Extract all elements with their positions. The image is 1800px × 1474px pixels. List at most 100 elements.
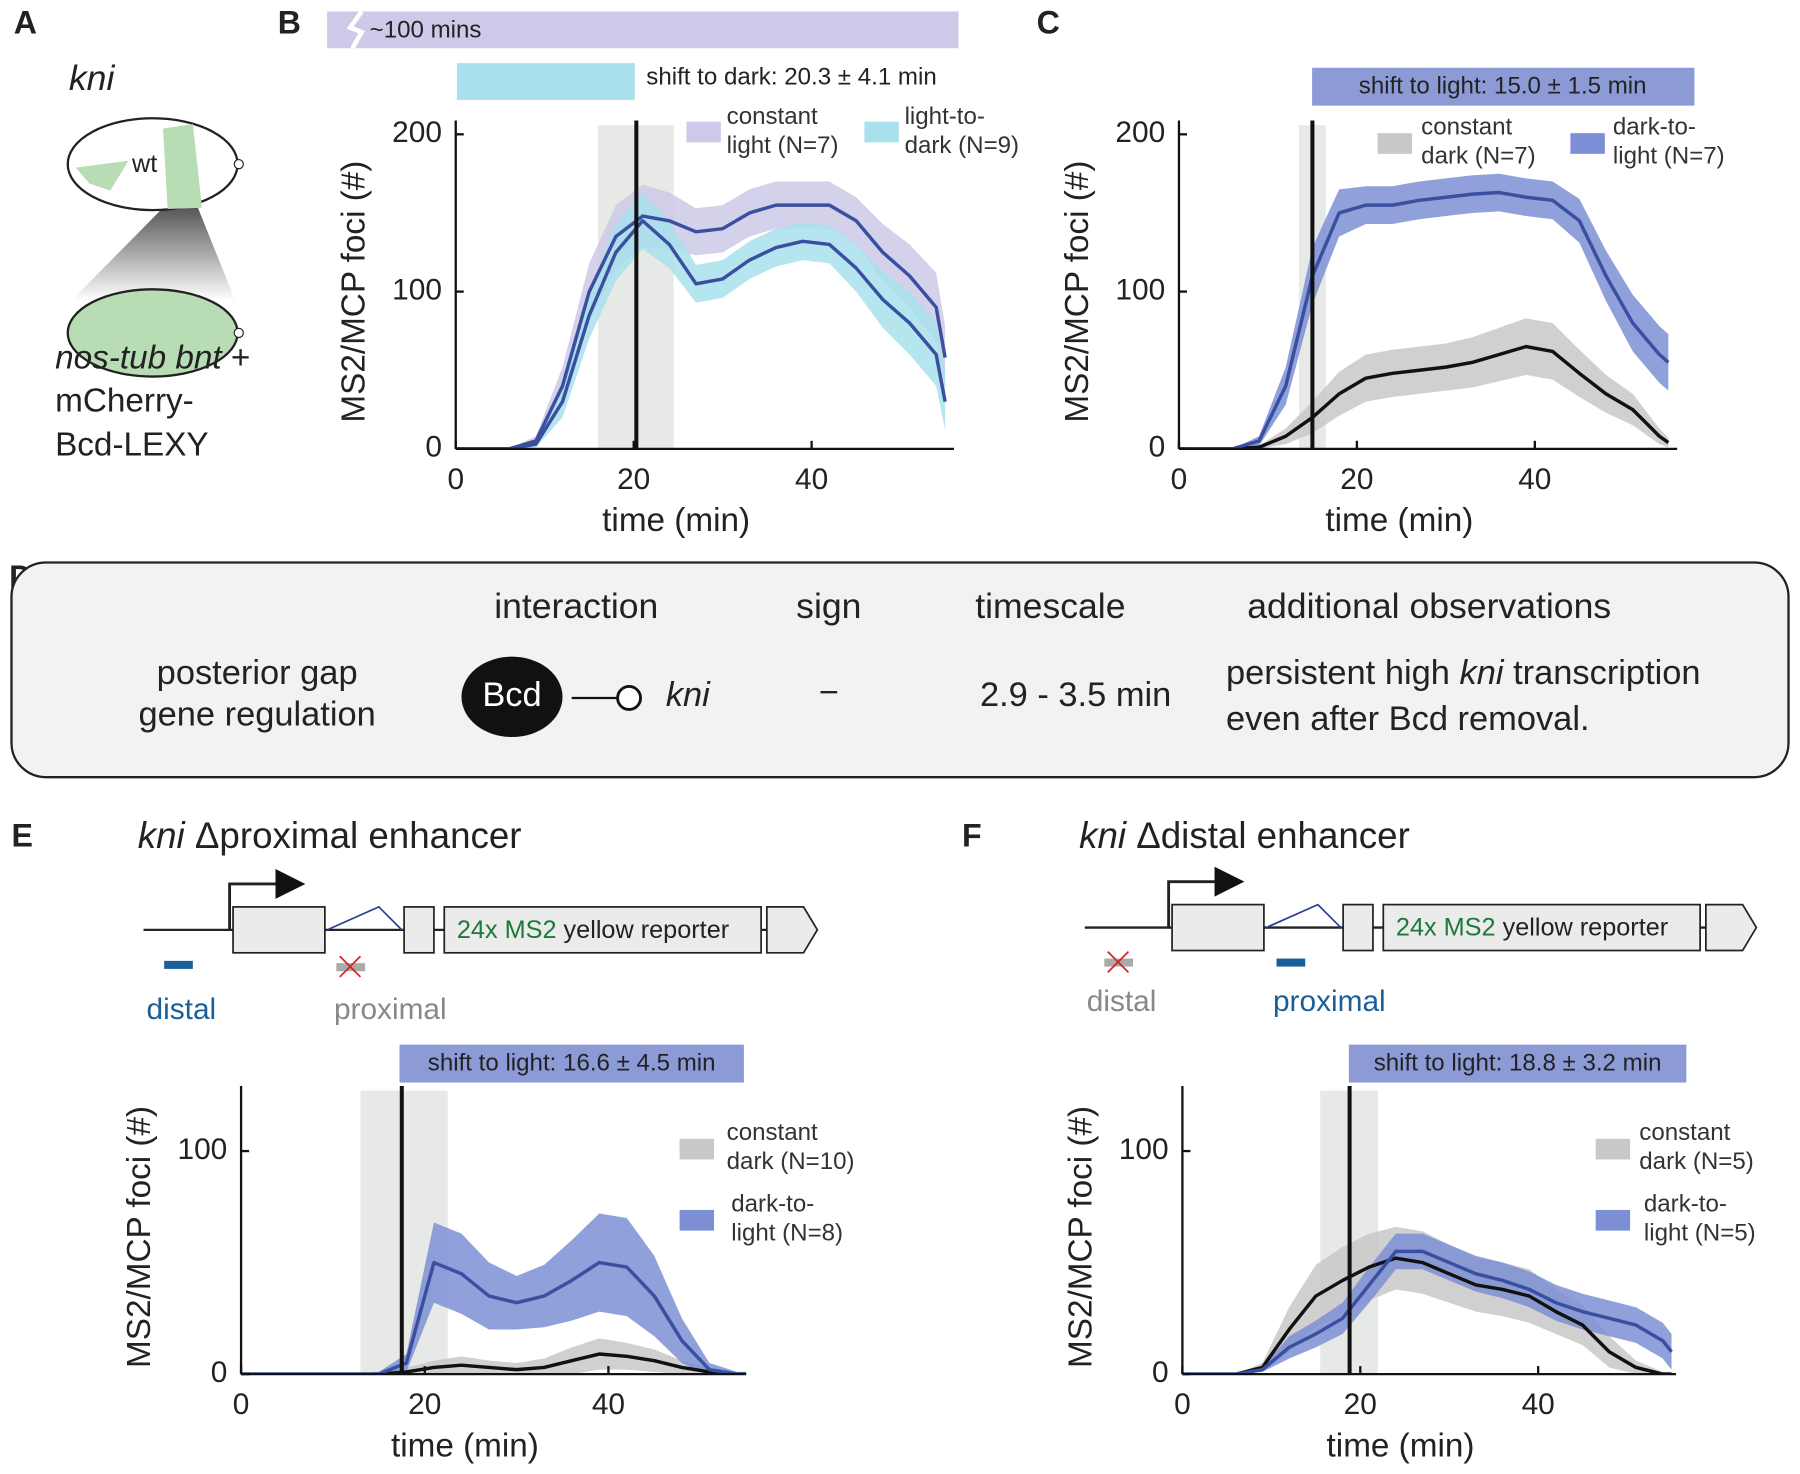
enhancer-label: proximal bbox=[1273, 985, 1386, 1018]
legend-label: dark-to-light (N=8) bbox=[731, 1191, 843, 1247]
enhancer bbox=[1276, 958, 1306, 967]
error-band bbox=[241, 1338, 747, 1375]
construct-title: kni Δdistal enhancer bbox=[1079, 815, 1410, 856]
arrow-head bbox=[1214, 866, 1245, 897]
legend-swatch bbox=[1377, 133, 1412, 154]
panel-label: A bbox=[14, 5, 37, 41]
target: kni bbox=[666, 676, 711, 714]
timescale: 2.9 - 3.5 min bbox=[980, 676, 1171, 714]
y-tick-label: 100 bbox=[178, 1133, 228, 1166]
pole bbox=[233, 159, 244, 170]
obs-gene: kni bbox=[1459, 654, 1504, 692]
genotype: nos-tub bnt + bbox=[55, 339, 250, 376]
x-tick-label: 40 bbox=[592, 1388, 625, 1421]
repression-head bbox=[616, 685, 642, 711]
y-axis-label: MS2/MCP foci (#) bbox=[1062, 1106, 1099, 1368]
genotype: Bcd-LEXY bbox=[55, 426, 209, 463]
panel-label: C bbox=[1037, 5, 1060, 41]
reporter-box bbox=[1382, 903, 1701, 952]
genotype: mCherry- bbox=[55, 383, 194, 420]
x-tick-label: 20 bbox=[408, 1388, 441, 1421]
promoter-arrow bbox=[228, 882, 276, 930]
x-axis-label: time (min) bbox=[391, 1427, 539, 1464]
header: interaction bbox=[494, 586, 658, 626]
x-tick-label: 20 bbox=[617, 463, 650, 496]
x-axis-label: time (min) bbox=[602, 502, 750, 539]
series-line bbox=[241, 1352, 747, 1375]
series-line bbox=[1178, 344, 1670, 449]
title-rest: Δproximal enhancer bbox=[195, 815, 522, 856]
annotation: shift to light: 15.0 ± 1.5 min bbox=[1359, 73, 1647, 100]
legend-swatch bbox=[679, 1138, 715, 1160]
axis-break bbox=[346, 10, 365, 50]
error-band bbox=[1178, 173, 1669, 449]
intron bbox=[1265, 903, 1342, 929]
series-line bbox=[241, 1260, 747, 1375]
error-band bbox=[455, 181, 946, 449]
header: additional observations bbox=[1247, 586, 1611, 626]
observation: even after Bcd removal. bbox=[1226, 700, 1590, 738]
regulator: Bcd bbox=[482, 676, 541, 714]
legend-label: constant light (N=7) bbox=[727, 104, 839, 160]
y-tick-label: 100 bbox=[1119, 1133, 1169, 1166]
series-line bbox=[455, 203, 947, 449]
panel-label: E bbox=[11, 818, 32, 854]
row-label: posterior gap gene regulation bbox=[138, 654, 375, 733]
legend-label: dark-to-light (N=7) bbox=[1613, 114, 1725, 170]
series-line bbox=[1182, 1256, 1672, 1375]
reporter-label: 24x MS2 yellow reporter bbox=[1396, 913, 1668, 941]
y-tick-label: 100 bbox=[1115, 273, 1165, 306]
pole bbox=[233, 327, 244, 339]
annotation: shift to light: 16.6 ± 4.5 min bbox=[428, 1050, 716, 1077]
enhancer-label: proximal bbox=[334, 993, 447, 1026]
x-tick-label: 40 bbox=[795, 463, 828, 496]
title-gene: kni bbox=[138, 815, 186, 856]
header: sign bbox=[796, 586, 861, 626]
y-tick-label: 0 bbox=[1152, 1356, 1169, 1389]
panel-label: B bbox=[278, 5, 301, 41]
legend-swatch bbox=[679, 1209, 715, 1231]
reporter-label: 24x MS2 yellow reporter bbox=[457, 916, 729, 944]
promoter-arrow bbox=[1167, 880, 1215, 928]
annotation: ~100 mins bbox=[370, 16, 482, 43]
legend-label: light-to-dark (N=9) bbox=[905, 104, 1019, 160]
panel-a: kni wt nos-tub bnt + mCherry- Bcd-LEXY bbox=[55, 58, 250, 464]
legend-swatch bbox=[1595, 1209, 1631, 1231]
y-tick-label: 0 bbox=[1149, 431, 1166, 464]
y-axis-label: MS2/MCP foci (#) bbox=[336, 161, 373, 423]
reporter-text: yellow reporter bbox=[564, 916, 730, 944]
x-tick-label: 20 bbox=[1340, 463, 1373, 496]
panel-d: interaction sign timescale additional ob… bbox=[10, 561, 1790, 779]
chart: shift to light: 16.6 ± 4.5 min constant da… bbox=[121, 1044, 855, 1464]
x-tick-label: 40 bbox=[1518, 463, 1551, 496]
enhancer-label: distal bbox=[147, 993, 217, 1026]
legend-swatch bbox=[864, 121, 899, 143]
intron bbox=[326, 905, 403, 931]
x-tick-label: 0 bbox=[447, 463, 464, 496]
chart: ~100 mins shift to dark: 20.3 ± 4.1 min co… bbox=[327, 10, 1019, 539]
construct: kni Δproximal enhancer 24x MS2 yellow re… bbox=[138, 815, 819, 1026]
table-box bbox=[10, 561, 1790, 779]
x-axis-label: time (min) bbox=[1327, 1427, 1475, 1464]
error-band bbox=[241, 1213, 747, 1375]
y-tick-label: 200 bbox=[1115, 116, 1165, 149]
genotype-italic: nos-tub bnt bbox=[55, 339, 223, 376]
x-axis-label: time (min) bbox=[1325, 502, 1473, 539]
annotation-bar bbox=[399, 1044, 744, 1083]
annotation-bar bbox=[456, 63, 635, 100]
legend-swatch bbox=[1595, 1138, 1631, 1160]
legend-label: dark-to-light (N=5) bbox=[1644, 1191, 1756, 1247]
observation: persistent high kni transcription bbox=[1226, 654, 1701, 692]
regulator-node bbox=[461, 656, 563, 737]
exon bbox=[403, 906, 435, 954]
plot-area bbox=[455, 181, 947, 449]
header: timescale bbox=[975, 586, 1125, 626]
sign: − bbox=[819, 674, 839, 712]
chart: shift to light: 18.8 ± 3.2 min constant da… bbox=[1062, 1044, 1756, 1464]
y-tick-label: 200 bbox=[392, 116, 442, 149]
exon bbox=[1705, 903, 1758, 952]
projection bbox=[71, 206, 236, 301]
title-gene: kni bbox=[1079, 815, 1127, 856]
series-line bbox=[1178, 190, 1670, 449]
x-tick-label: 0 bbox=[233, 1388, 250, 1421]
